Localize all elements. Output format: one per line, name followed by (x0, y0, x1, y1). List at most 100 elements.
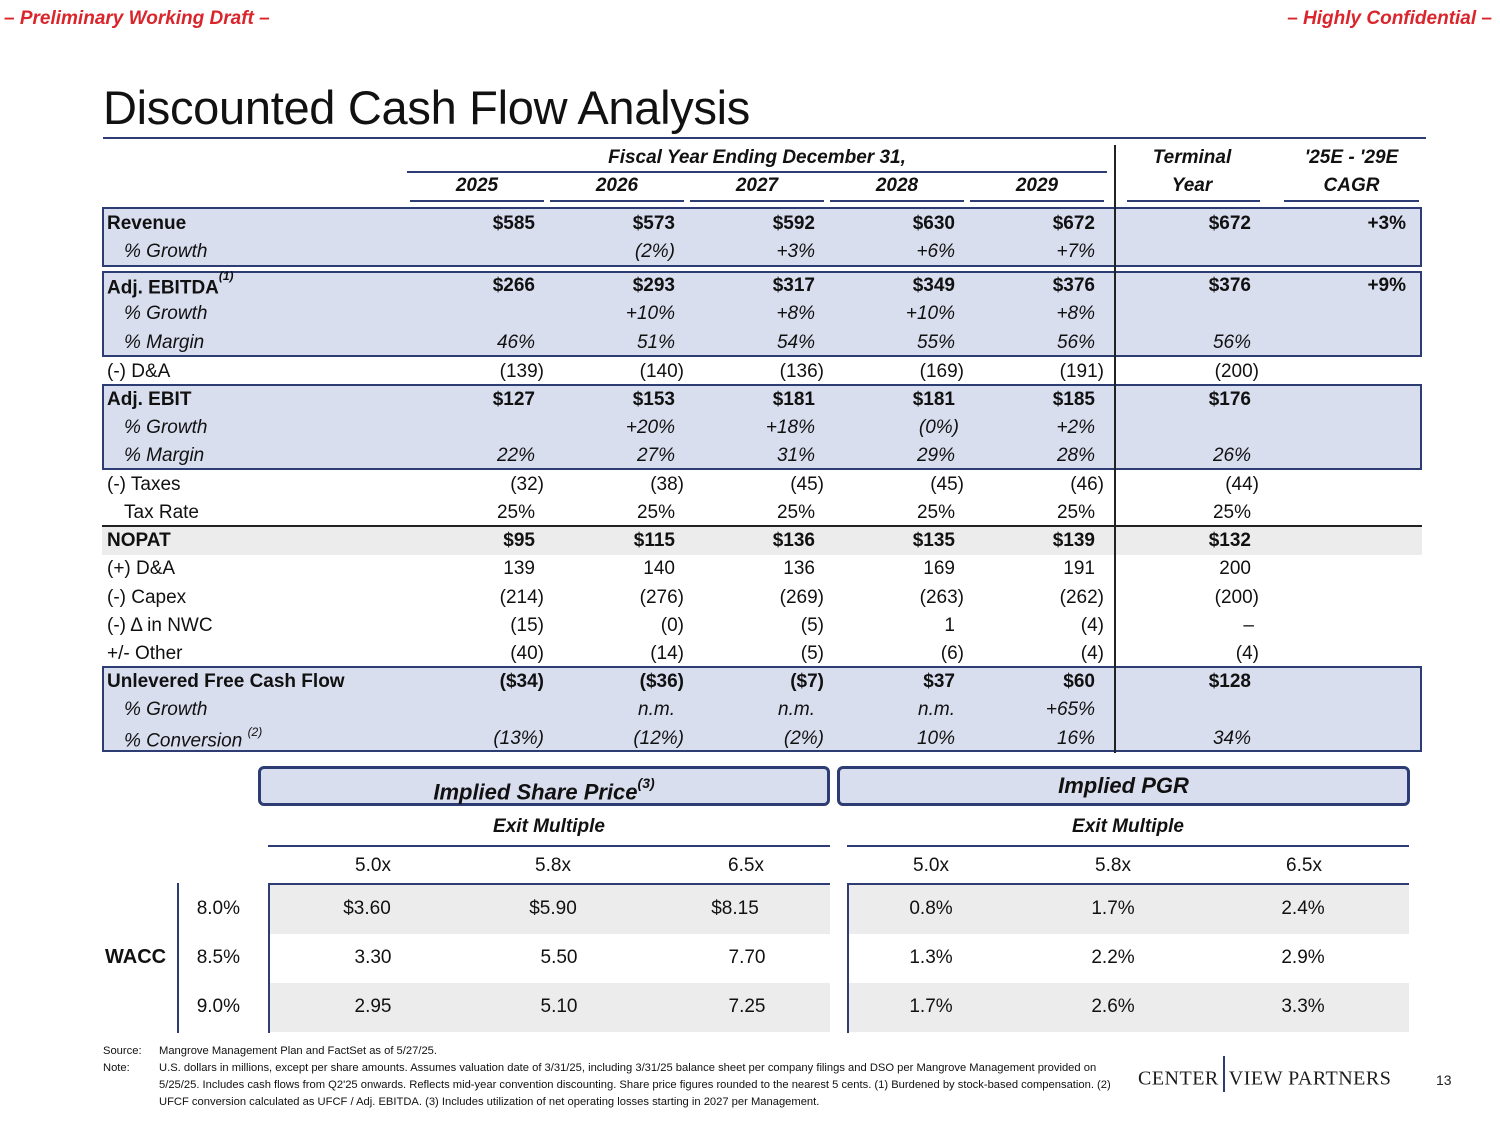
cell-terminal: (200) (1214, 587, 1259, 608)
pgr-cell: 2.6% (1091, 996, 1135, 1017)
cell: (46) (1070, 474, 1104, 495)
cell: ($7) (790, 671, 824, 692)
year-rule-2027 (690, 200, 824, 202)
cell: (0) (660, 615, 684, 636)
cell-terminal: – (1243, 615, 1254, 636)
share-price-row-shade (270, 983, 830, 1032)
cell: +8% (1056, 303, 1095, 324)
implied-pgr-header: Implied PGR (837, 766, 1410, 806)
source-text: Mangrove Management Plan and FactSet as … (159, 1045, 437, 1057)
cell: (276) (639, 587, 684, 608)
cell-terminal: 25% (1212, 502, 1251, 523)
wacc-label: WACC (105, 946, 167, 968)
row-label: Adj. EBITDA(1) (107, 269, 234, 299)
pgr-cell: 0.8% (909, 898, 953, 919)
terminal-divider (1114, 145, 1116, 753)
pgr-subtitle-rule (847, 845, 1409, 847)
cell: (5) (800, 643, 824, 664)
row-label: % Margin (124, 332, 205, 353)
cell: 136 (783, 558, 815, 579)
row-nwc: (-) Δ in NWC (15) (0) (5) 1 (4) – (102, 612, 1422, 640)
year-header-2027: 2027 (735, 175, 779, 196)
cell: ($36) (639, 671, 684, 692)
cell: (5) (800, 615, 824, 636)
pgr-row-shade (849, 983, 1409, 1032)
cell: 25% (1056, 502, 1095, 523)
note-text: U.S. dollars in millions, except per sha… (159, 1062, 1111, 1108)
ufcf-box (102, 666, 1422, 752)
wacc-value: 8.0% (196, 898, 240, 919)
row-other: +/- Other (40) (14) (5) (6) (4) (4) (102, 640, 1422, 668)
pgr-cell: 2.4% (1281, 898, 1325, 919)
confidential-banner: – Highly Confidential – (1287, 8, 1492, 29)
year-rule-2026 (550, 200, 684, 202)
cell: 169 (923, 558, 955, 579)
cell: $95 (503, 530, 535, 551)
nopat-shade (102, 525, 1422, 555)
cell: n.m. (778, 699, 815, 720)
cell: 29% (916, 445, 955, 466)
cell: 191 (1063, 558, 1095, 579)
row-label: +/- Other (107, 643, 183, 664)
row-revenue: Revenue $585 $573 $592 $630 $672 $672 +3… (102, 210, 1422, 238)
cell: (4) (1080, 615, 1104, 636)
pgr-cell: 2.2% (1091, 947, 1135, 968)
cell: +7% (1056, 241, 1095, 262)
pgr-multiple: 5.8x (1095, 855, 1131, 876)
cell: +20% (625, 417, 675, 438)
cell: $136 (772, 530, 815, 551)
cell: $585 (492, 213, 535, 234)
centerview-logo: CENTER VIEW PARTNERS (1138, 1056, 1391, 1102)
cell: ($34) (499, 671, 544, 692)
row-label: Tax Rate (124, 502, 199, 523)
cell-cagr: +9% (1367, 275, 1406, 296)
pgr-left-rule (847, 883, 849, 1033)
cell: (4) (1080, 643, 1104, 664)
share-price-cell: $5.90 (529, 898, 577, 919)
cell: 16% (1056, 728, 1095, 749)
year-header-2026: 2026 (595, 175, 639, 196)
row-label: (-) Taxes (107, 474, 181, 495)
draft-banner: – Preliminary Working Draft – (4, 8, 270, 29)
cagr-rule (1284, 200, 1419, 202)
cell: n.m. (638, 699, 675, 720)
source-key: Source: (103, 1045, 142, 1057)
cell: n.m. (918, 699, 955, 720)
page-number: 13 (1436, 1072, 1452, 1088)
cagr-header-1: '25E - '29E (1304, 147, 1399, 168)
row-label: % Growth (124, 699, 208, 720)
cell: (139) (499, 361, 544, 382)
cell: 31% (776, 445, 815, 466)
cell: (6) (940, 643, 964, 664)
share-price-cell: $8.15 (711, 898, 759, 919)
row-label: % Growth (124, 241, 208, 262)
page-title: Discounted Cash Flow Analysis (103, 81, 750, 134)
cell: 25% (916, 502, 955, 523)
year-rule-2028 (830, 200, 964, 202)
cell-terminal: 56% (1212, 332, 1251, 353)
cell: 1 (944, 615, 955, 636)
cell: (13%) (493, 728, 544, 749)
revenue-box (102, 207, 1422, 267)
cell: (262) (1059, 587, 1104, 608)
cell: (40) (510, 643, 544, 664)
row-ebitda-growth: % Growth +10% +8% +10% +8% (102, 300, 1422, 328)
cell: 55% (916, 332, 955, 353)
pgr-cell: 1.7% (1091, 898, 1135, 919)
cell: +65% (1045, 699, 1095, 720)
pgr-multiple: 5.0x (913, 855, 949, 876)
cell-terminal: $176 (1208, 389, 1251, 410)
cell: 56% (1056, 332, 1095, 353)
row-da: (-) D&A (139) (140) (136) (169) (191) (2… (102, 358, 1422, 386)
row-label: % Conversion (2) (124, 725, 263, 752)
row-label: % Growth (124, 303, 208, 324)
share-price-cell: 5.50 (540, 947, 578, 968)
cell: +3% (776, 241, 815, 262)
cell-terminal: (4) (1235, 643, 1259, 664)
cell: +2% (1056, 417, 1095, 438)
cell: $672 (1052, 213, 1095, 234)
cell: (45) (790, 474, 824, 495)
cell: +18% (765, 417, 815, 438)
cell-terminal: (200) (1214, 361, 1259, 382)
cell-terminal: 34% (1212, 728, 1251, 749)
